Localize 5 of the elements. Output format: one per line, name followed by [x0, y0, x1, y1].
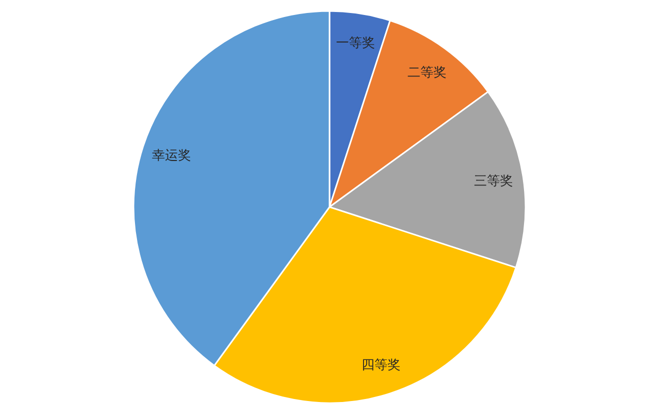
slice-label: 幸运奖 — [152, 148, 192, 164]
slice-label: 四等奖 — [361, 358, 400, 373]
slice-label: 一等奖 — [336, 36, 375, 52]
slice-label: 三等奖 — [474, 174, 513, 190]
slice-label: 二等奖 — [408, 66, 447, 81]
